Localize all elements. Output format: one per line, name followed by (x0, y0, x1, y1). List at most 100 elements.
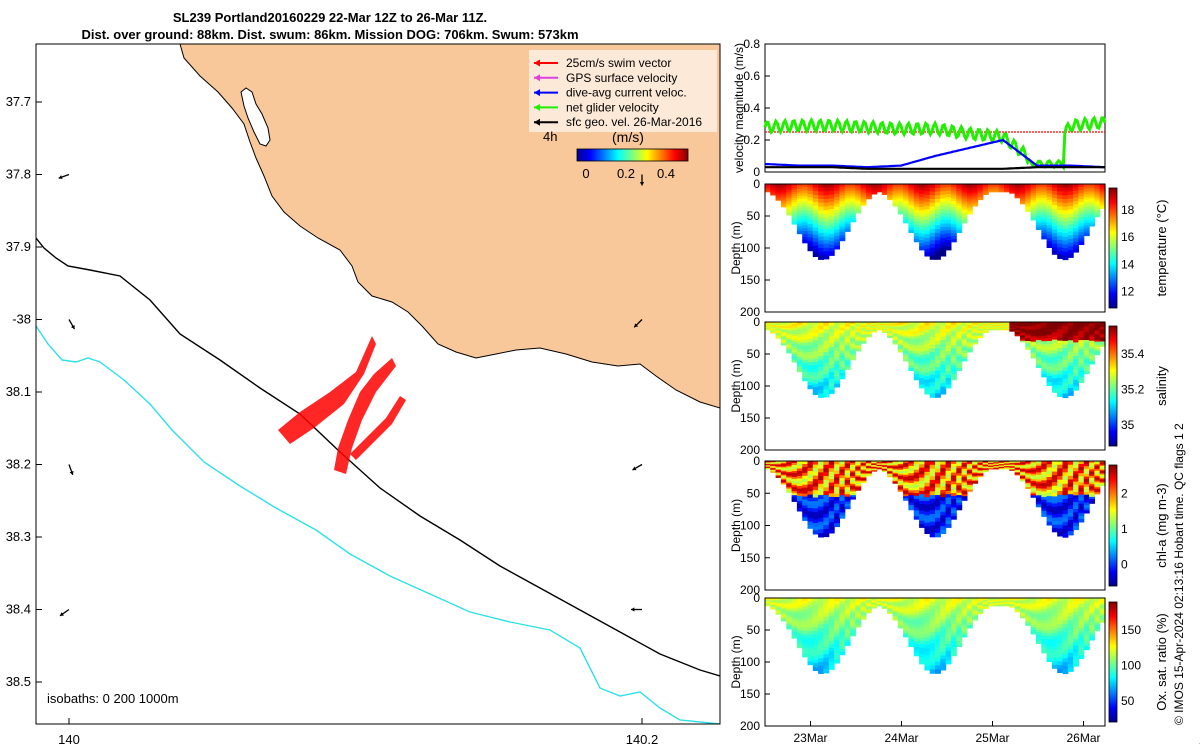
heatmap-cell (930, 503, 936, 507)
heatmap-cell (935, 666, 941, 670)
heatmap-cell (967, 212, 973, 214)
heatmap-cell (823, 341, 829, 345)
heatmap-cell (924, 224, 930, 228)
heatmap-cell (935, 529, 941, 533)
heatmap-cell (882, 471, 888, 472)
heatmap-cell (1057, 337, 1063, 341)
heatmap-cell (1068, 527, 1074, 531)
heatmap-cell (829, 205, 835, 209)
heatmap-cell (818, 491, 824, 495)
heatmap-cell (1078, 464, 1084, 468)
heatmap-cell (1052, 368, 1058, 372)
heatmap-cell (1025, 348, 1031, 350)
heatmap-cell (1009, 470, 1015, 471)
velocity-y-label: velocity magnitude (m/s) (732, 43, 746, 173)
heatmap-cell (935, 488, 941, 492)
heatmap-cell (940, 362, 946, 366)
heatmap-cell (940, 249, 946, 253)
heatmap-cell (1057, 525, 1063, 529)
heatmap-cell (813, 253, 819, 257)
heatmap-cell (924, 387, 930, 391)
heatmap-cell (940, 231, 946, 235)
heatmap-cell (813, 642, 819, 646)
heatmap-cell (1073, 471, 1079, 475)
heatmap-cell (823, 371, 829, 375)
heatmap-cell (765, 191, 771, 192)
heatmap-cell (845, 643, 851, 646)
heatmap-cell (802, 372, 808, 376)
heatmap-cell (935, 491, 941, 495)
heatmap-cell (813, 527, 819, 531)
heatmap-cell (802, 240, 808, 244)
heatmap-cell (808, 365, 814, 369)
heatmap-cell (1073, 249, 1079, 253)
heatmap-cell (930, 184, 936, 188)
heatmap-cell (940, 620, 946, 624)
heatmap-cell (829, 333, 835, 337)
heatmap-cell (924, 354, 930, 358)
heatmap-cell (1052, 378, 1058, 382)
heatmap-cell (1068, 516, 1074, 520)
heatmap-cell (776, 477, 782, 478)
colorbar-tick-label: 35.2 (1121, 383, 1145, 397)
heatmap-cell (813, 605, 819, 609)
heatmap-cell (1068, 370, 1074, 374)
heatmap-cell (935, 337, 941, 341)
heatmap-cell (940, 220, 946, 224)
heatmap-cell (823, 665, 829, 669)
heatmap-cell (978, 476, 984, 477)
heatmap-cell (1052, 364, 1058, 368)
heatmap-cell (823, 214, 829, 218)
heatmap-cell (935, 255, 941, 259)
heatmap-cell (1052, 507, 1058, 511)
heatmap-cell (924, 483, 930, 487)
depth-tick-label: 150 (740, 411, 760, 425)
heatmap-cell (818, 222, 824, 226)
heatmap-cell (1073, 478, 1079, 482)
heatmap-cell (808, 227, 814, 231)
heatmap-cell (930, 352, 936, 356)
heatmap-cell (834, 627, 840, 631)
heatmap-cell (829, 497, 835, 501)
heatmap-cell (839, 609, 845, 612)
heatmap-cell (940, 202, 946, 206)
heatmap-cell (919, 524, 925, 528)
heatmap-cell (924, 598, 930, 602)
heatmap-cell (786, 213, 792, 215)
heatmap-cell (1068, 322, 1074, 326)
heatmap-cell (839, 629, 845, 632)
heatmap-cell (823, 326, 829, 330)
heatmap-cell (924, 641, 930, 645)
heatmap-cell (940, 530, 946, 534)
heatmap-cell (940, 508, 946, 512)
heatmap-cell (808, 345, 814, 349)
heatmap-cell (930, 480, 936, 484)
heatmap-cell (1052, 350, 1058, 354)
heatmap-cell (930, 371, 936, 375)
heatmap-cell (1052, 493, 1058, 497)
heatmap-cell (940, 184, 946, 188)
heatmap-cell (930, 218, 936, 222)
heatmap-cell (999, 191, 1005, 192)
heatmap-cell (1063, 367, 1069, 371)
oxygen-heatmap-cells (765, 598, 1106, 674)
map-y-tick-label: 38.3 (6, 529, 31, 544)
heatmap-cell (823, 382, 829, 386)
heatmap-cell (802, 648, 808, 652)
heatmap-cell (813, 667, 819, 671)
heatmap-cell (940, 461, 946, 465)
heatmap-cell (818, 184, 824, 188)
heatmap-cell (765, 329, 771, 330)
figure-title-line1: SL239 Portland20160229 22-Mar 12Z to 26-… (173, 10, 487, 25)
heatmap-cell (1057, 203, 1063, 207)
heatmap-cell (893, 205, 899, 207)
heatmap-cell (903, 221, 909, 224)
heatmap-cell (1052, 518, 1058, 522)
heatmap-cell (1052, 191, 1058, 195)
heatmap-cell (823, 251, 829, 255)
heatmap-cell (978, 337, 984, 338)
heatmap-cell (935, 598, 941, 602)
heatmap-cell (813, 652, 819, 656)
heatmap-cell (850, 358, 856, 361)
heatmap-cell (813, 501, 819, 505)
